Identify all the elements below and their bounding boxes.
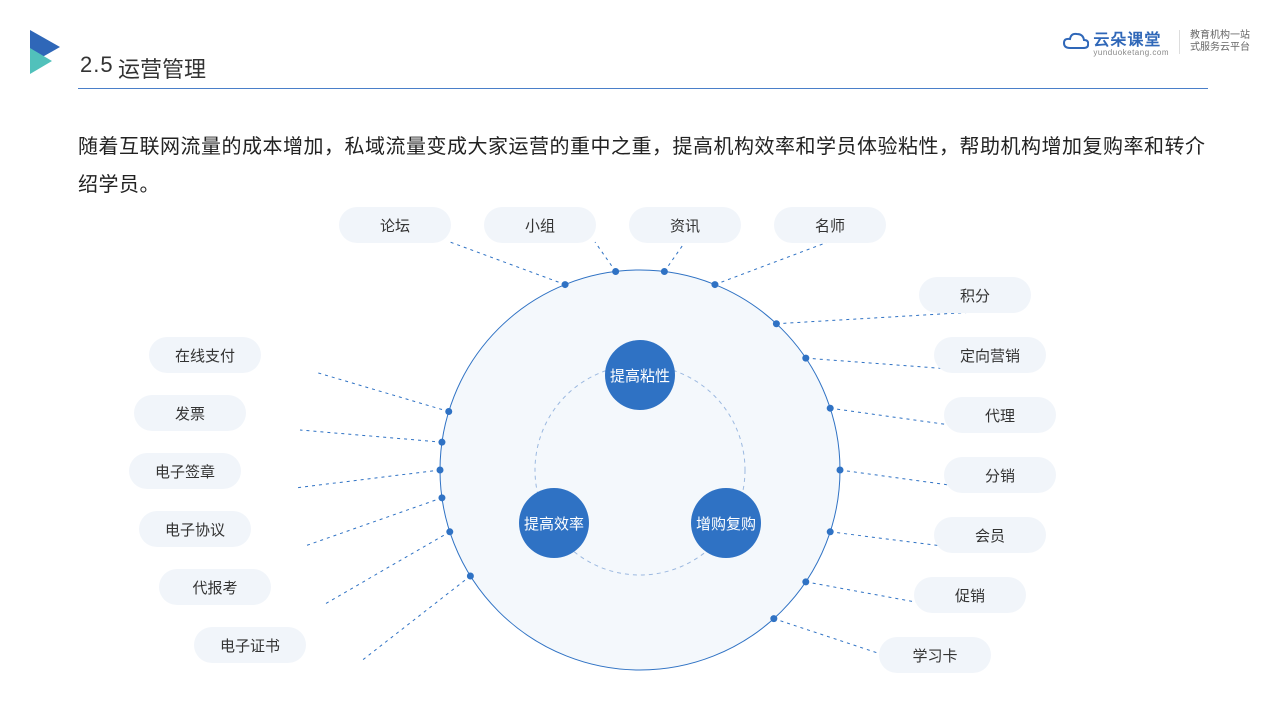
cloud-icon	[1063, 32, 1089, 52]
section-number: 2.5	[80, 52, 114, 78]
pill-distrib: 分销	[945, 458, 1055, 492]
pill-agent: 代理	[945, 398, 1055, 432]
intro-paragraph: 随着互联网流量的成本增加，私域流量变成大家运营的重中之重，提高机构效率和学员体验…	[78, 128, 1206, 204]
logo-subtext: yunduoketang.com	[1093, 48, 1169, 57]
pill-eagree: 电子协议	[140, 512, 250, 546]
logo-separator	[1179, 30, 1180, 54]
pill-ecert: 电子证书	[195, 628, 305, 662]
pill-news: 资讯	[630, 208, 740, 242]
brand-logo: 云朵课堂 yunduoketang.com 教育机构一站 式服务云平台	[1063, 26, 1250, 57]
section-title: 运营管理	[118, 52, 206, 84]
pill-targetmkt: 定向营销	[935, 338, 1045, 372]
logo-tagline-line: 教育机构一站	[1190, 30, 1250, 42]
pill-promo: 促销	[915, 578, 1025, 612]
pill-forum: 论坛	[340, 208, 450, 242]
pill-proxyexam: 代报考	[160, 570, 270, 604]
core-repurchase: 增购复购	[691, 488, 761, 558]
pill-pay: 在线支付	[150, 338, 260, 372]
pill-invoice: 发票	[135, 396, 245, 430]
core-stickiness: 提高粘性	[605, 340, 675, 410]
pill-card: 学习卡	[880, 638, 990, 672]
pill-points: 积分	[920, 278, 1030, 312]
operations-diagram: 论坛 小组 资讯 名师在线支付发票电子签章电子协议代报考电子证书 积分定向营销代理分销会…	[0, 195, 1280, 720]
pill-group: 小组	[485, 208, 595, 242]
pill-teacher: 名师	[775, 208, 885, 242]
slide-corner-icon	[30, 30, 66, 74]
core-efficiency: 提高效率	[519, 488, 589, 558]
pill-esign: 电子签章	[130, 454, 240, 488]
header-rule	[78, 88, 1208, 89]
logo-tagline-line: 式服务云平台	[1190, 42, 1250, 54]
pill-member: 会员	[935, 518, 1045, 552]
logo-tagline: 教育机构一站 式服务云平台	[1190, 30, 1250, 54]
logo-text: 云朵课堂	[1093, 32, 1161, 49]
